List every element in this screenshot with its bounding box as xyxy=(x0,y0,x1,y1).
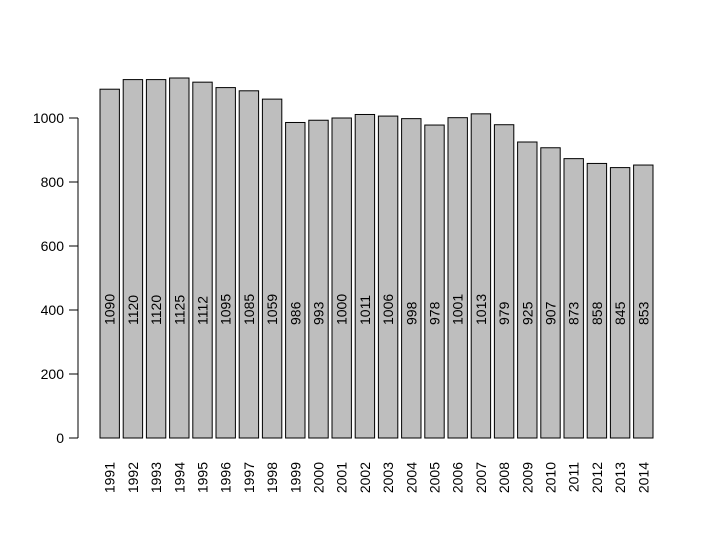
bar-value-label: 978 xyxy=(427,301,443,325)
x-tick-label: 2001 xyxy=(334,462,350,493)
x-tick-label: 2014 xyxy=(635,462,651,493)
bar xyxy=(633,164,654,439)
bar-value-label: 925 xyxy=(519,301,535,325)
bar-value-label: 1125 xyxy=(171,295,187,325)
bar xyxy=(517,141,538,439)
bar xyxy=(563,158,584,439)
bar-value-label: 986 xyxy=(287,301,303,325)
x-tick-label: 2007 xyxy=(473,462,489,493)
bar xyxy=(377,115,399,439)
bar-value-label: 1013 xyxy=(473,294,489,325)
bar xyxy=(308,119,329,439)
x-tick-label: 2004 xyxy=(403,462,419,493)
x-tick-label: 2010 xyxy=(543,462,559,493)
bar-value-label: 1120 xyxy=(148,295,164,325)
bar-value-label: 1095 xyxy=(218,294,234,325)
x-tick-label: 1993 xyxy=(148,462,164,493)
x-tick-label: 1995 xyxy=(195,462,211,493)
bar-value-label: 1001 xyxy=(450,294,466,325)
bar-value-label: 998 xyxy=(403,301,419,325)
bar xyxy=(540,147,561,439)
bar-value-label: 873 xyxy=(566,301,582,325)
bar xyxy=(261,98,283,439)
x-tick-label: 2009 xyxy=(519,462,535,493)
bar xyxy=(354,113,376,439)
bar-value-label: 979 xyxy=(496,301,512,325)
bar-value-label: 845 xyxy=(612,301,628,325)
bar-value-label: 1112 xyxy=(195,296,211,325)
bar-value-label: 1011 xyxy=(357,295,373,325)
bar xyxy=(99,88,120,439)
bar xyxy=(424,124,445,439)
bar xyxy=(401,118,422,439)
bar xyxy=(470,113,492,439)
bar xyxy=(609,167,631,439)
bar xyxy=(122,79,144,439)
bar xyxy=(145,79,167,439)
x-tick-label: 2012 xyxy=(589,462,605,493)
bar-value-label: 907 xyxy=(543,301,559,325)
x-tick-label: 1992 xyxy=(125,462,141,493)
bar xyxy=(586,162,608,439)
y-tick-label: 800 xyxy=(41,174,65,190)
x-tick-label: 2005 xyxy=(427,462,443,493)
y-tick-label: 1000 xyxy=(33,110,64,126)
bar-value-label: 1090 xyxy=(102,294,118,325)
x-tick-label: 2003 xyxy=(380,462,396,493)
x-tick-label: 2000 xyxy=(311,462,327,493)
y-tick-label: 400 xyxy=(41,302,65,318)
y-tick-label: 0 xyxy=(56,430,64,446)
x-tick-label: 1996 xyxy=(218,462,234,493)
x-tick-label: 2008 xyxy=(496,462,512,493)
x-tick-label: 1991 xyxy=(102,462,118,493)
bar-value-label: 858 xyxy=(589,301,605,325)
bar-value-label: 1000 xyxy=(334,294,350,325)
x-tick-label: 1994 xyxy=(171,462,187,493)
bar xyxy=(285,121,306,439)
x-tick-label: 2002 xyxy=(357,462,373,493)
bar xyxy=(331,117,352,439)
bar-value-label: 1085 xyxy=(241,294,257,325)
bar xyxy=(447,117,468,439)
x-tick-label: 1997 xyxy=(241,462,257,493)
y-tick-label: 200 xyxy=(41,366,65,382)
bar xyxy=(493,124,515,439)
bar-value-label: 853 xyxy=(635,301,651,325)
bar-value-label: 1006 xyxy=(380,294,396,325)
bar xyxy=(192,81,213,439)
y-tick-label: 600 xyxy=(41,238,65,254)
bar xyxy=(215,87,236,439)
bar xyxy=(169,77,190,439)
bar-value-label: 993 xyxy=(311,301,327,325)
x-tick-label: 2013 xyxy=(612,462,628,493)
bar xyxy=(238,90,260,439)
x-tick-label: 1999 xyxy=(287,462,303,493)
x-tick-label: 1998 xyxy=(264,462,280,493)
bar-value-label: 1120 xyxy=(125,295,141,325)
bar-value-label: 1059 xyxy=(264,294,280,325)
x-tick-label: 2011 xyxy=(566,462,582,492)
x-tick-label: 2006 xyxy=(450,462,466,493)
